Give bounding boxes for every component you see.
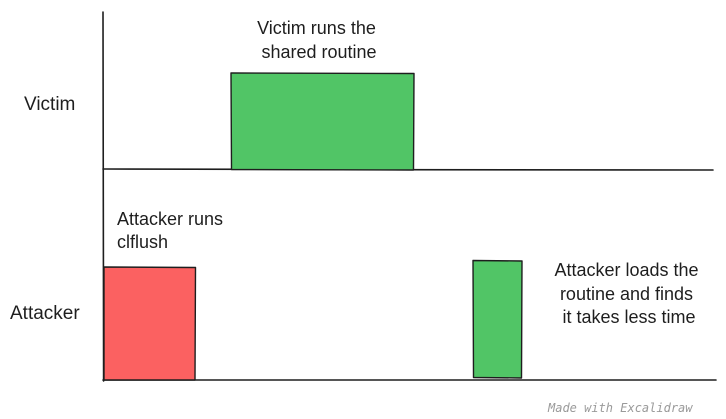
attacker-clflush-label-line-2: clflush bbox=[117, 232, 168, 252]
attacker-clflush-label-line-1: Attacker runs bbox=[117, 209, 223, 229]
victim-routine-label: Victim runs the shared routine bbox=[257, 18, 381, 62]
victim-lane-label: Victim bbox=[24, 94, 75, 115]
watermark: Made with Excalidraw bbox=[547, 401, 693, 415]
attacker-clflush-block bbox=[103, 266, 197, 381]
attacker-load-label-line-3: it takes less time bbox=[562, 307, 695, 327]
victim-routine-label-line-2: shared routine bbox=[261, 42, 376, 62]
victim-routine-block bbox=[230, 72, 415, 171]
attacker-load-label: Attacker loads the routine and finds it … bbox=[554, 260, 703, 327]
victim-routine-label-line-1: Victim runs the bbox=[257, 18, 376, 38]
attacker-load-block bbox=[472, 259, 523, 379]
attacker-load-label-line-1: Attacker loads the bbox=[554, 260, 698, 280]
attacker-clflush-label: Attacker runs clflush bbox=[117, 209, 228, 252]
attacker-load-label-line-2: routine and finds bbox=[560, 284, 693, 304]
attacker-lane-label: Attacker bbox=[10, 303, 80, 324]
